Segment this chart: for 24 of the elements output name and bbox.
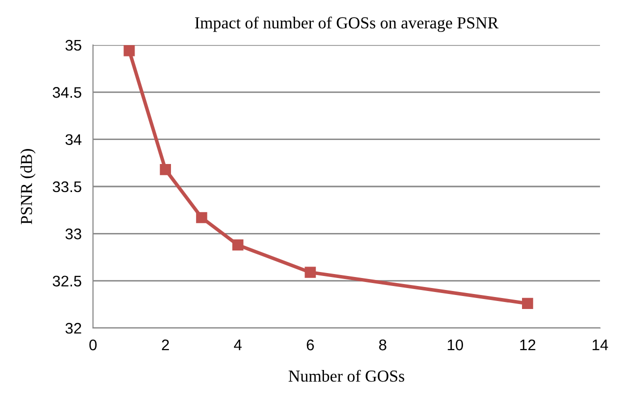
y-tick-label: 33 <box>65 228 82 240</box>
y-tick-label: 32 <box>65 322 82 334</box>
x-tick-label: 8 <box>379 340 386 350</box>
x-axis-title: Number of GOSs <box>288 370 404 382</box>
point <box>124 45 135 56</box>
x-tick-label: 12 <box>520 340 536 350</box>
x-tick-label: 2 <box>162 340 169 350</box>
point <box>522 298 534 310</box>
x-tick-label: 10 <box>448 340 464 350</box>
y-axis-title: PSNR (dB) <box>20 149 36 224</box>
chart-title: Impact of number of GOSs on average PSNR <box>195 16 499 32</box>
y-tick-label: 32.5 <box>52 276 82 287</box>
y-tick-label: 33.5 <box>52 181 82 192</box>
y-tick-label: 35 <box>65 40 82 51</box>
point <box>160 164 171 176</box>
point <box>232 239 244 251</box>
point <box>196 212 208 224</box>
y-tick-label: 34.5 <box>52 87 82 98</box>
x-tick-label: 0 <box>89 340 97 350</box>
x-tick-label: 14 <box>592 340 608 350</box>
x-tick-label: 6 <box>306 340 314 350</box>
point <box>304 266 316 278</box>
x-tick-label: 4 <box>234 340 242 350</box>
y-tick-label: 34 <box>65 134 82 146</box>
